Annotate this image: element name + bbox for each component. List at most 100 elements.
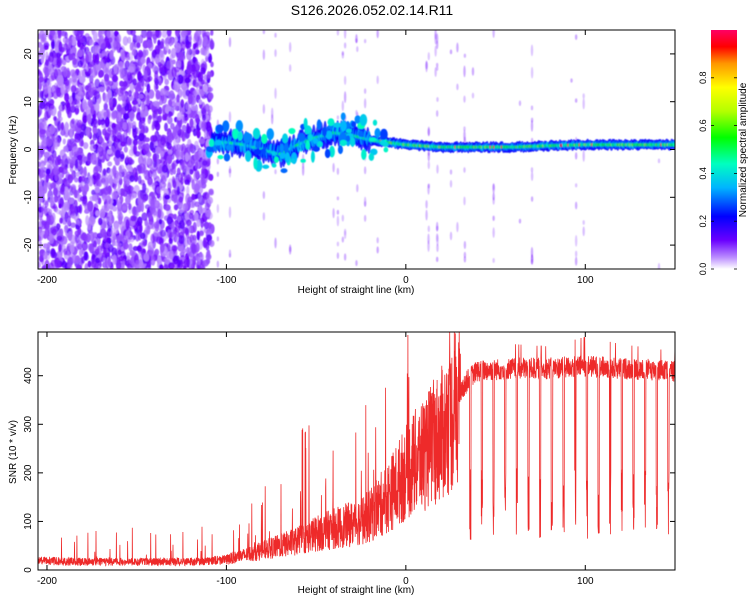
spectrogram-noise-cell	[165, 104, 171, 112]
spectrogram-noise-cell	[181, 124, 187, 132]
spectrogram-noise-cell	[38, 228, 42, 236]
spectrogram-noise-cell	[102, 194, 107, 202]
spectrogram-scatter-cell	[260, 148, 267, 154]
spectrogram-noise-cell	[58, 41, 63, 53]
spectrogram-noise-cell	[38, 211, 42, 219]
spectrogram-noise-cell	[75, 32, 80, 42]
spectrogram-noise-cell	[126, 252, 131, 262]
spectrogram-scatter-cell	[271, 151, 276, 156]
spectrogram-noise-cell	[53, 240, 59, 247]
spectrogram-noise-cell	[103, 247, 107, 255]
spectrogram-noise-cell	[192, 255, 197, 267]
spectrogram-noise-cell	[126, 164, 132, 172]
spectrogram-scatter-cell	[223, 153, 231, 162]
spectrogram-noise-cell	[159, 229, 167, 238]
spectrogram-noise-cell	[144, 127, 149, 133]
spectrogram-streak-cell	[363, 166, 367, 175]
spectrogram-streak-cell	[216, 236, 220, 242]
spectrogram-streak-cell	[574, 152, 578, 160]
spectrogram-carrier-core	[672, 142, 675, 147]
snr-series-line	[38, 332, 675, 567]
spectrogram-noise-cell	[107, 237, 112, 245]
spectrogram-streak-cell	[530, 167, 534, 173]
spectrogram-noise-cell	[68, 197, 75, 205]
spectrogram-noise-cell	[201, 114, 207, 122]
spectrogram-streak-cell	[582, 220, 585, 225]
spectrogram-noise-cell	[138, 132, 145, 142]
spectrogram-scatter-cell	[327, 118, 335, 127]
spectrogram-streak-cell	[436, 243, 439, 253]
spectrogram-scatter-cell	[266, 128, 275, 140]
spectrogram-noise-cell	[196, 219, 201, 228]
spectrogram-noise-cell	[155, 89, 161, 100]
spectrogram-noise-cell	[137, 216, 143, 226]
spectrogram-scatter-cell	[290, 158, 296, 164]
spectrogram-noise-cell	[168, 237, 173, 245]
spectrogram-noise-cell	[120, 141, 126, 147]
spectrogram-noise-cell	[98, 110, 104, 120]
spectrogram-noise-cell	[87, 200, 94, 212]
spectrogram-noise-cell	[193, 151, 200, 162]
spectrogram-noise-cell	[110, 227, 115, 238]
spectrogram-streak-cell	[343, 230, 347, 240]
spectrogram-noise-cell	[203, 74, 207, 83]
spectrogram-noise-cell	[126, 137, 131, 146]
spectrogram-scatter-cell	[307, 133, 313, 142]
spectrogram-streak-cell	[363, 214, 367, 222]
spectrogram-scatter-cell	[333, 122, 342, 128]
spectrogram-noise-cell	[80, 140, 84, 147]
spectrogram-noise-cell	[112, 178, 119, 184]
spectrogram-noise-cell	[207, 71, 212, 79]
spectrogram-noise-cell	[146, 156, 151, 165]
spectrogram-noise-cell	[118, 164, 125, 173]
spectrogram-noise-cell	[46, 79, 52, 89]
spectrogram-noise-cell	[64, 224, 69, 231]
spectrogram-noise-cell	[178, 196, 184, 203]
spectrogram-noise-cell	[122, 99, 127, 107]
spectrogram-noise-cell	[204, 202, 210, 211]
spectrogram-noise-cell	[186, 47, 192, 56]
spectrogram-noise-cell	[206, 211, 213, 220]
spectrogram-streak-cell	[574, 98, 578, 103]
colorbar-tick-label: 0.6	[698, 119, 708, 132]
spectrogram-noise-cell	[77, 60, 84, 68]
colorbar-ticks: 0.0 0.2 0.4 0.6 0.8	[698, 72, 737, 275]
spectrogram-noise-cell	[81, 256, 85, 264]
spectrogram-streak-cell	[492, 192, 495, 201]
spectrogram-noise-cell	[91, 194, 98, 202]
spectrogram-streak-cell	[288, 64, 292, 72]
spectrogram-noise-cell	[78, 69, 85, 81]
spectrogram-noise-cell	[101, 79, 105, 86]
spectrogram-scatter-cell	[283, 142, 289, 154]
spectrogram-noise-cell	[60, 84, 66, 95]
spectrogram-streak-cell	[355, 34, 358, 44]
spectrogram-noise-cell	[40, 169, 46, 178]
spectrogram-noise-cell	[99, 228, 107, 238]
spectrogram-noise-cell	[111, 191, 118, 200]
spectrogram-noise-cell	[61, 184, 65, 193]
spectrogram-noise-cell	[181, 212, 185, 222]
spectrogram-noise-cell	[116, 112, 122, 122]
spectrogram-scatter-cell	[359, 114, 368, 126]
spectrogram-noise-cell	[38, 203, 42, 214]
spectrogram-noise-cell	[126, 30, 133, 35]
spectrogram-noise-cell	[44, 228, 49, 239]
spectrogram-noise-cell	[86, 114, 92, 123]
spectrogram-streak-cell	[530, 171, 534, 182]
spectrogram-streak-cell	[435, 256, 439, 263]
snr-panel: -200 -100 0 100 0 100 200 300 400 Height of stra…	[8, 331, 676, 596]
spectrogram-streak-cell	[435, 62, 439, 68]
spectrogram-noise-cell	[107, 161, 113, 167]
spectrogram-noise-cell	[173, 260, 180, 269]
spectrogram-noise-cell	[68, 95, 74, 105]
spectrogram-noise-cell	[92, 144, 99, 150]
spectrogram-noise-cell	[167, 149, 173, 156]
spectrogram-streak-cell	[262, 191, 266, 200]
spectrogram-streak-cell	[456, 221, 459, 233]
spectrogram-noise-cell	[124, 183, 131, 193]
spectrogram-scatter-cell	[372, 119, 378, 126]
spectrogram-noise-cell	[147, 169, 153, 179]
spectrogram-noise-cell	[92, 127, 98, 134]
spectrogram-noise-cell	[118, 255, 125, 262]
spectrogram-streak-cell	[427, 152, 430, 162]
